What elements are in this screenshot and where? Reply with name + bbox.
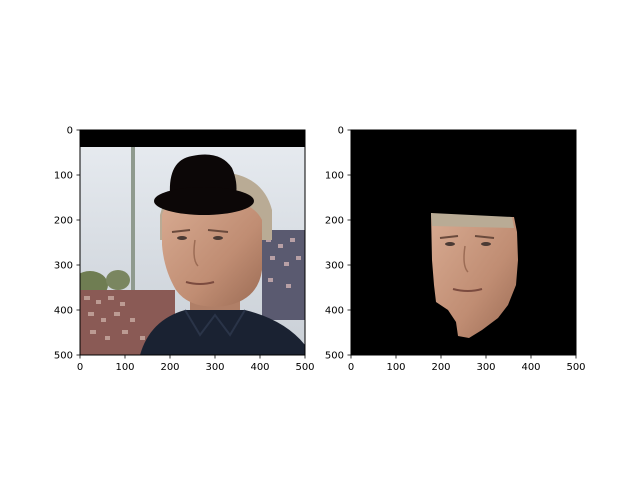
right-ticks: 0 100 200 300 400 500 0 100 200 300 400 500 <box>325 126 586 374</box>
left-axes-frame <box>79 129 306 356</box>
right-x-tick-label: 200 <box>431 362 450 373</box>
left-x-tick-label: 0 <box>77 362 83 373</box>
left-y-tick-label: 400 <box>54 306 73 317</box>
left-ticks: 0 100 200 300 400 500 0 100 200 300 400 500 <box>54 126 315 374</box>
left-y-tick-label: 200 <box>54 216 73 227</box>
right-image-panel: 0 100 200 300 400 500 0 100 200 300 400 500 <box>325 126 586 374</box>
right-x-tick-label: 0 <box>348 362 354 373</box>
left-x-tick-label: 200 <box>160 362 179 373</box>
right-y-tick-label: 0 <box>338 126 344 137</box>
left-x-tick-label: 500 <box>295 362 314 373</box>
left-x-tick-label: 400 <box>250 362 269 373</box>
left-x-tick-label: 300 <box>205 362 224 373</box>
right-photo <box>351 130 576 355</box>
right-y-tick-label: 100 <box>325 171 344 182</box>
left-y-tick-label: 500 <box>54 351 73 362</box>
right-x-tick-label: 500 <box>566 362 585 373</box>
right-y-tick-label: 200 <box>325 216 344 227</box>
right-x-tick-label: 300 <box>476 362 495 373</box>
left-image-panel: 0 100 200 300 400 500 0 100 200 300 400 500 <box>54 126 315 374</box>
right-y-tick-label: 500 <box>325 351 344 362</box>
left-y-tick-label: 100 <box>54 171 73 182</box>
left-photo <box>80 130 305 355</box>
right-axes-frame <box>350 129 577 356</box>
right-x-tick-label: 400 <box>521 362 540 373</box>
left-x-tick-label: 100 <box>115 362 134 373</box>
left-y-tick-label: 300 <box>54 261 73 272</box>
left-y-tick-label: 0 <box>67 126 73 137</box>
right-x-tick-label: 100 <box>386 362 405 373</box>
right-y-tick-label: 400 <box>325 306 344 317</box>
right-y-tick-label: 300 <box>325 261 344 272</box>
